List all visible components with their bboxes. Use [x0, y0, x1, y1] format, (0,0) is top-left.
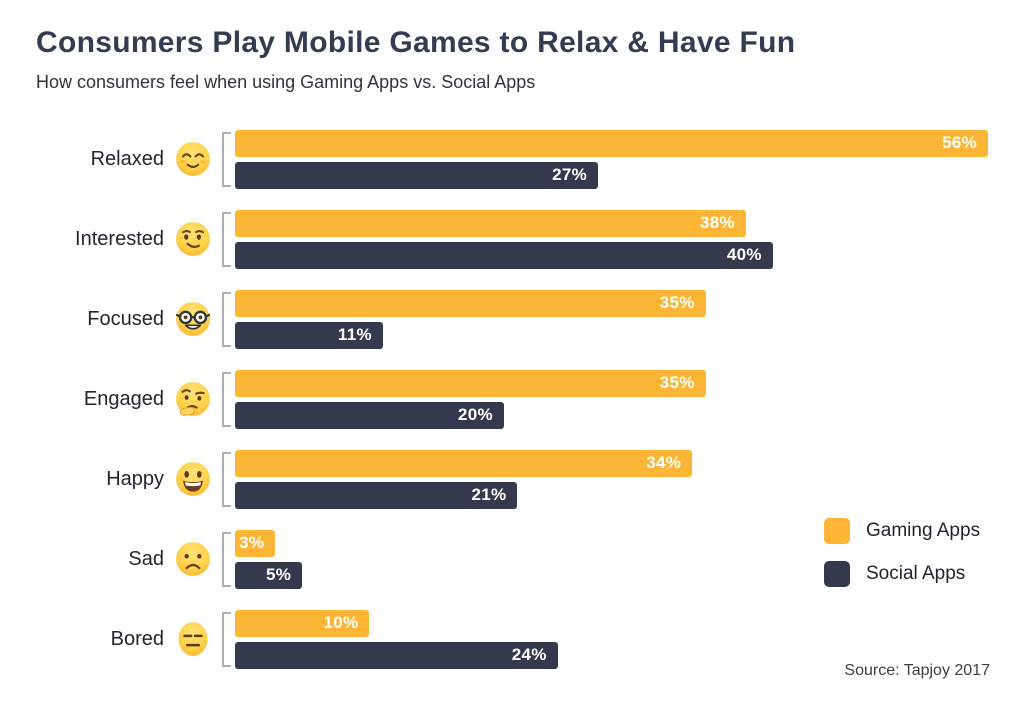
chart-row-focused: Focused 35% 11%: [36, 279, 988, 359]
social-bar: 5%: [235, 561, 303, 589]
category-label: Engaged: [83, 387, 164, 410]
social-bar: 27%: [235, 161, 599, 189]
legend-label: Social Apps: [866, 563, 966, 584]
bar-value-label: 38%: [700, 213, 735, 232]
gaming-bar: 34%: [235, 449, 693, 477]
chart-header: Consumers Play Mobile Games to Relax & H…: [0, 0, 1024, 93]
bar-value-label: 40%: [726, 245, 762, 264]
bar-value-label: 24%: [511, 645, 547, 664]
social-bar: 21%: [235, 481, 518, 509]
bar-value-label: 3%: [239, 533, 265, 552]
social-bar: 40%: [235, 241, 773, 269]
bar-value-label: 56%: [942, 133, 977, 152]
row-bracket: [222, 451, 231, 507]
chart-row-relaxed: Relaxed 56% 27%: [36, 119, 988, 199]
bar-value-label: 21%: [471, 485, 507, 504]
bar-value-label: 35%: [659, 373, 695, 392]
social-bar: 11%: [235, 321, 383, 349]
legend-item-social-apps: Social Apps: [824, 561, 980, 587]
chart-row-happy: Happy 34% 21%: [36, 439, 988, 519]
social-bar: 24%: [235, 641, 558, 669]
grinning-face-emoji: [174, 460, 212, 498]
relieved-face-emoji: [174, 140, 212, 178]
gaming-bar: 35%: [235, 289, 706, 317]
smirking-face-emoji: [174, 220, 212, 258]
category-label: Sad: [128, 547, 164, 570]
bar-value-label: 11%: [337, 325, 372, 344]
row-bracket: [222, 371, 231, 427]
category-label: Focused: [87, 307, 164, 330]
bar-value-label: 5%: [266, 565, 292, 584]
row-bracket: [222, 291, 231, 347]
page-subtitle: How consumers feel when using Gaming App…: [36, 72, 536, 92]
category-label: Relaxed: [90, 147, 164, 170]
source-attribution: Source: Tapjoy 2017: [844, 662, 990, 679]
category-label: Bored: [110, 627, 164, 650]
bar-value-label: 35%: [659, 293, 695, 312]
bar-value-label: 27%: [552, 165, 588, 184]
category-label: Interested: [75, 227, 164, 250]
gaming-bar: 38%: [235, 209, 746, 237]
gaming-bar: 35%: [235, 369, 706, 397]
bar-chart: Relaxed 56% 27% Interested: [36, 119, 988, 679]
legend-item-gaming-apps: Gaming Apps: [824, 518, 980, 544]
expressionless-face-emoji: [174, 620, 212, 658]
gaming-bar: 56%: [235, 129, 988, 157]
row-bracket: [222, 211, 231, 267]
chart-row-interested: Interested 38% 40%: [36, 199, 988, 279]
page-title: Consumers Play Mobile Games to Relax & H…: [36, 26, 796, 59]
row-bracket: [222, 531, 231, 587]
gaming-bar: 3%: [235, 529, 276, 557]
chart-row-sad: Sad 3% 5%: [36, 519, 988, 599]
bar-value-label: 20%: [457, 405, 493, 424]
row-bracket: [222, 611, 231, 667]
category-label: Happy: [106, 467, 164, 490]
nerd-face-emoji: [174, 300, 212, 338]
chart-row-bored: Bored 10% 24%: [36, 599, 988, 679]
gaming-bar: 10%: [235, 609, 370, 637]
bar-value-label: 10%: [323, 613, 359, 632]
chart-row-engaged: Engaged 35% 20%: [36, 359, 988, 439]
thinking-face-emoji: [174, 380, 212, 418]
frowning-face-emoji: [174, 540, 212, 578]
bar-value-label: 34%: [646, 453, 682, 472]
social-bar: 20%: [235, 401, 504, 429]
gaming-apps-swatch: [824, 518, 850, 544]
social-apps-swatch: [824, 561, 850, 587]
legend-label: Gaming Apps: [866, 520, 981, 541]
chart-legend: Gaming Apps Social Apps: [824, 518, 980, 604]
row-bracket: [222, 131, 231, 187]
